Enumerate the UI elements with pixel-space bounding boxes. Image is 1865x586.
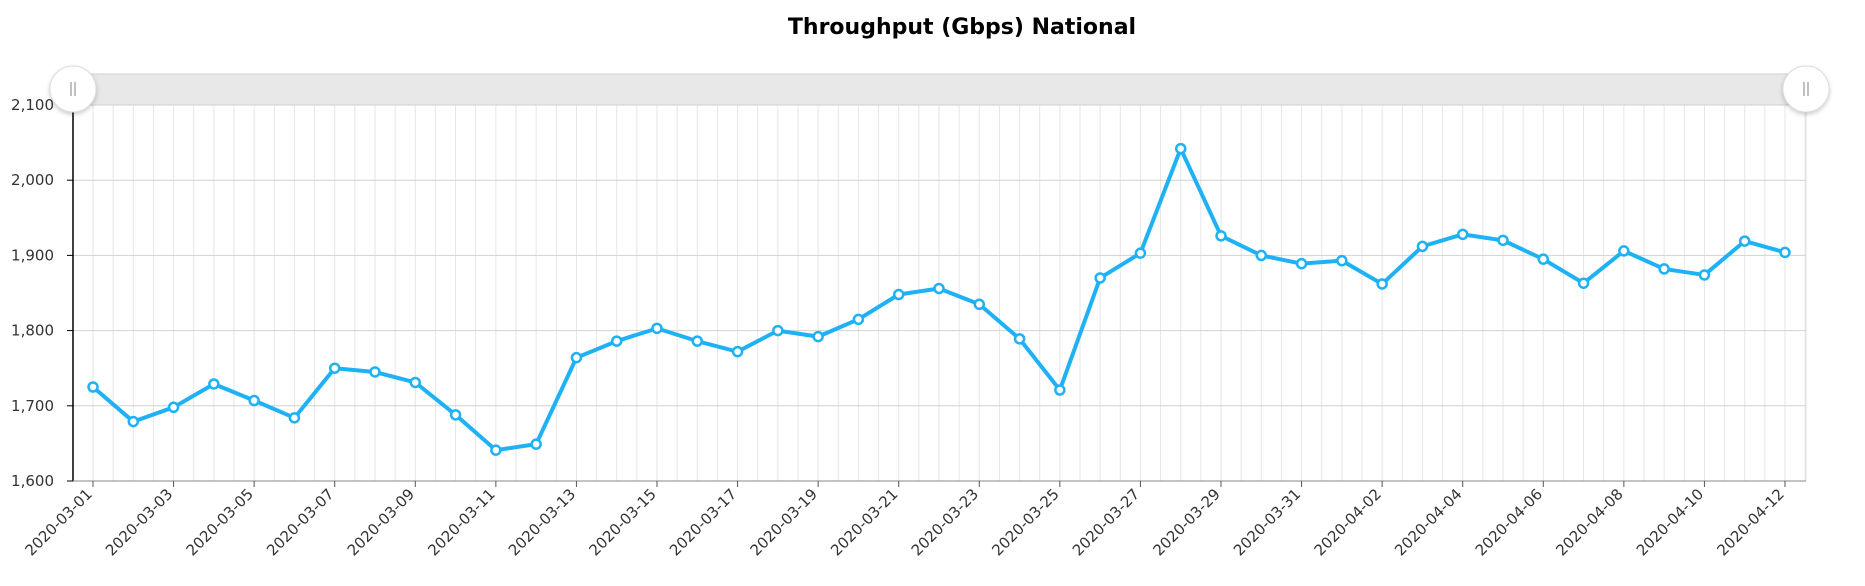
data-point	[772, 324, 784, 337]
x-tick-label: 2020-03-09	[344, 485, 418, 559]
chart-title: Throughput (Gbps) National	[788, 15, 1136, 40]
data-point	[409, 376, 422, 389]
x-tick-label: 2020-04-08	[1552, 485, 1626, 559]
x-tick-label: 2020-03-07	[263, 485, 337, 559]
x-tick-label: 2020-04-10	[1633, 485, 1707, 559]
data-point	[248, 394, 260, 407]
data-point	[1537, 253, 1550, 265]
data-point	[1295, 257, 1308, 270]
data-point	[1618, 245, 1630, 257]
x-tick-label: 2020-03-21	[827, 485, 901, 559]
data-point	[1336, 254, 1348, 267]
x-tick-label: 2020-04-02	[1311, 485, 1385, 559]
x-tick-label: 2020-03-15	[585, 485, 659, 559]
x-tick-label: 2020-03-11	[424, 485, 498, 559]
y-tick-label: 1,900	[11, 246, 54, 264]
data-point	[369, 366, 381, 378]
data-point	[973, 298, 986, 311]
x-axis: 2020-03-01 2020-03-03 2020-03-05 2020-03-07…	[21, 480, 1806, 559]
scrollbar-track[interactable]	[72, 73, 1807, 106]
data-point	[651, 322, 663, 335]
x-tick-label: 2020-04-12	[1713, 485, 1787, 559]
scrollbar-right-handle[interactable]	[1782, 65, 1830, 113]
data-point	[1255, 249, 1268, 262]
data-point	[892, 288, 905, 301]
data-point	[1013, 333, 1026, 345]
grip-icon	[70, 82, 76, 96]
x-tick-label: 2020-04-04	[1391, 485, 1465, 559]
data-point	[328, 362, 341, 374]
data-point	[1416, 240, 1429, 253]
y-axis: 1,600 1,700 1,800 1,900 2,000 2,100	[11, 96, 74, 490]
data-point	[87, 381, 99, 393]
data-point	[812, 330, 824, 343]
y-tick-label: 2,000	[11, 171, 54, 189]
series-line	[87, 142, 1791, 456]
data-point	[570, 351, 583, 364]
data-point	[1094, 272, 1106, 284]
x-tick-label: 2020-03-25	[988, 485, 1062, 559]
scrollbar[interactable]	[49, 65, 1830, 113]
data-point	[1174, 142, 1187, 155]
x-tick-label: 2020-03-31	[1230, 485, 1304, 559]
data-point	[1376, 278, 1388, 290]
y-tick-label: 1,700	[11, 397, 54, 415]
data-point	[1698, 269, 1711, 281]
x-tick-label: 2020-03-29	[1149, 485, 1223, 559]
x-tick-label: 2020-03-23	[908, 485, 982, 559]
data-point	[1054, 384, 1066, 396]
data-point	[1215, 230, 1227, 242]
x-tick-label: 2020-03-19	[747, 485, 821, 559]
x-tick-label: 2020-04-06	[1472, 485, 1546, 559]
data-point	[449, 409, 462, 421]
x-tick-label: 2020-03-13	[505, 485, 579, 559]
data-point	[167, 401, 180, 414]
x-tick-label: 2020-03-01	[21, 485, 95, 559]
data-point	[1497, 234, 1509, 247]
grip-icon	[1803, 82, 1809, 96]
data-point	[530, 438, 542, 450]
data-point	[731, 345, 744, 358]
data-point	[127, 415, 140, 428]
x-tick-label: 2020-03-05	[183, 485, 257, 559]
x-tick-label: 2020-03-27	[1069, 485, 1143, 559]
data-point	[1779, 246, 1791, 259]
x-tick-label: 2020-03-17	[666, 485, 740, 559]
data-point	[691, 335, 704, 347]
scrollbar-left-handle[interactable]	[49, 65, 97, 113]
data-point	[288, 412, 301, 424]
data-point	[208, 378, 220, 390]
data-point	[1456, 228, 1469, 241]
y-tick-label: 1,800	[11, 322, 54, 340]
data-point	[1738, 235, 1751, 247]
data-point	[1577, 277, 1590, 289]
y-tick-label: 1,600	[11, 472, 54, 490]
x-tick-label: 2020-03-03	[102, 485, 176, 559]
y-tick-label: 2,100	[11, 96, 54, 114]
data-point	[610, 335, 623, 347]
data-point	[490, 444, 502, 456]
data-point	[933, 282, 945, 295]
data-point	[1134, 247, 1147, 259]
data-point	[1658, 263, 1670, 275]
data-point	[852, 313, 865, 326]
